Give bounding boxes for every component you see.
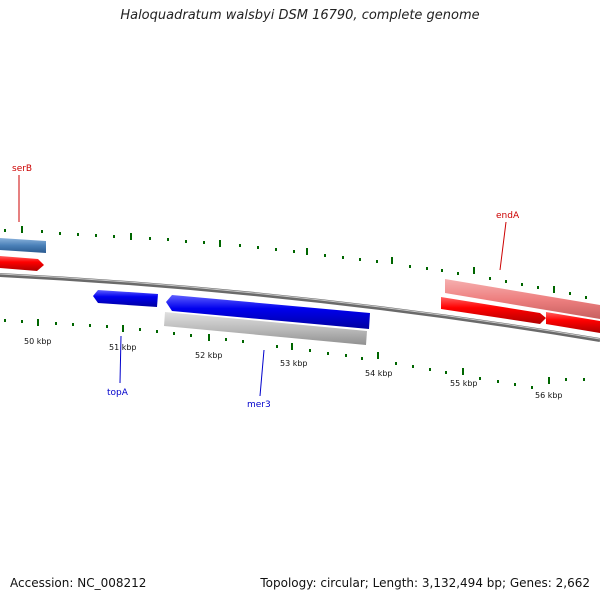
topA-leader [119, 335, 122, 384]
genome-backbone [0, 273, 600, 342]
gene-forward-cds[interactable] [0, 256, 44, 271]
scale-label: 55 kbp [450, 379, 478, 388]
gene-mer3-feature[interactable] [164, 312, 367, 345]
gene-reverse-cds[interactable] [166, 295, 370, 329]
mer3-leader [259, 349, 265, 397]
map-title: Haloquadratum walsbyi DSM 16790, complet… [120, 8, 480, 23]
inner-tick-ring [4, 319, 585, 389]
accession-text: Accession: NC_008212 [10, 576, 147, 590]
scale-label: 54 kbp [365, 369, 393, 378]
endA-leader [499, 221, 507, 271]
gene-label-mer3[interactable]: mer3 [247, 400, 271, 410]
outer-tick-ring [4, 226, 587, 299]
scale-label: 50 kbp [24, 337, 52, 346]
gene-endA-feature[interactable] [445, 279, 600, 319]
scale-label: 53 kbp [280, 359, 308, 368]
genome-summary-text: Topology: circular; Length: 3,132,494 bp… [260, 576, 590, 590]
scale-label: 51 kbp [109, 343, 137, 352]
gene-topA-feature[interactable] [93, 290, 158, 307]
gene-label-serB[interactable]: serB [12, 164, 32, 174]
gene-label-endA[interactable]: endA [496, 211, 520, 221]
gene-forward-cds[interactable] [546, 312, 600, 333]
gene-forward-cds[interactable] [441, 297, 546, 324]
scale-label: 56 kbp [535, 391, 563, 400]
gene-serB-feature[interactable] [0, 238, 46, 253]
scale-label: 52 kbp [195, 351, 223, 360]
gene-label-topA[interactable]: topA [107, 388, 129, 398]
